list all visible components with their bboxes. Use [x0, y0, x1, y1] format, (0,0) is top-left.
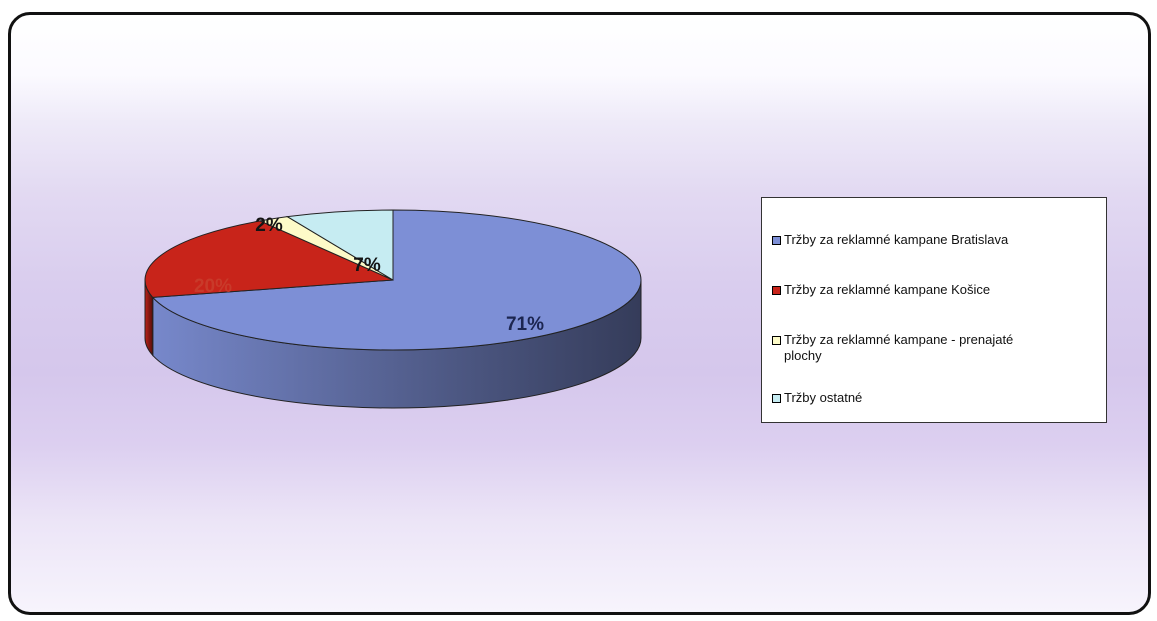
legend-label-kosice: Tržby za reklamné kampane Košice [784, 282, 991, 297]
legend-swatch-prenajate-plochy [772, 336, 781, 345]
pie-data-label-0: 71% [506, 314, 544, 335]
legend-swatch-bratislava [772, 236, 781, 245]
legend-item-ostatne: Tržby ostatné [772, 390, 1092, 406]
legend: Tržby za reklamné kampane Bratislava Trž… [761, 197, 1107, 423]
pie-data-label-1: 20% [194, 276, 232, 297]
legend-label-bratislava: Tržby za reklamné kampane Bratislava [784, 232, 1009, 247]
pie-slice-0 [151, 209, 642, 351]
legend-item-prenajate-plochy: Tržby za reklamné kampane - prenajaté pl… [772, 332, 1017, 364]
legend-swatch-kosice [772, 286, 781, 295]
pie-slice-3 [285, 209, 394, 281]
chart-frame: 71% 20% 2% 7% Tržby za reklamné kampane Bra… [8, 12, 1151, 615]
legend-item-bratislava: Tržby za reklamné kampane Bratislava [772, 232, 1092, 248]
pie-data-label-2: 2% [255, 215, 283, 236]
legend-swatch-ostatne [772, 394, 781, 403]
legend-item-kosice: Tržby za reklamné kampane Košice [772, 282, 1092, 298]
pie-slice-1 [144, 220, 394, 298]
legend-label-prenajate-plochy: Tržby za reklamné kampane - prenajaté pl… [784, 332, 1014, 363]
pie-chart: 71% 20% 2% 7% [144, 209, 642, 409]
pie-data-label-3: 7% [353, 255, 381, 276]
legend-label-ostatne: Tržby ostatné [784, 390, 863, 405]
